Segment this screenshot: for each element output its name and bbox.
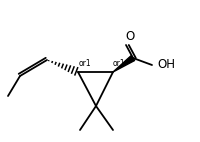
- Text: O: O: [125, 30, 134, 42]
- Text: OH: OH: [156, 58, 174, 70]
- Polygon shape: [112, 56, 134, 72]
- Text: or1: or1: [112, 59, 125, 68]
- Text: or1: or1: [79, 59, 91, 68]
